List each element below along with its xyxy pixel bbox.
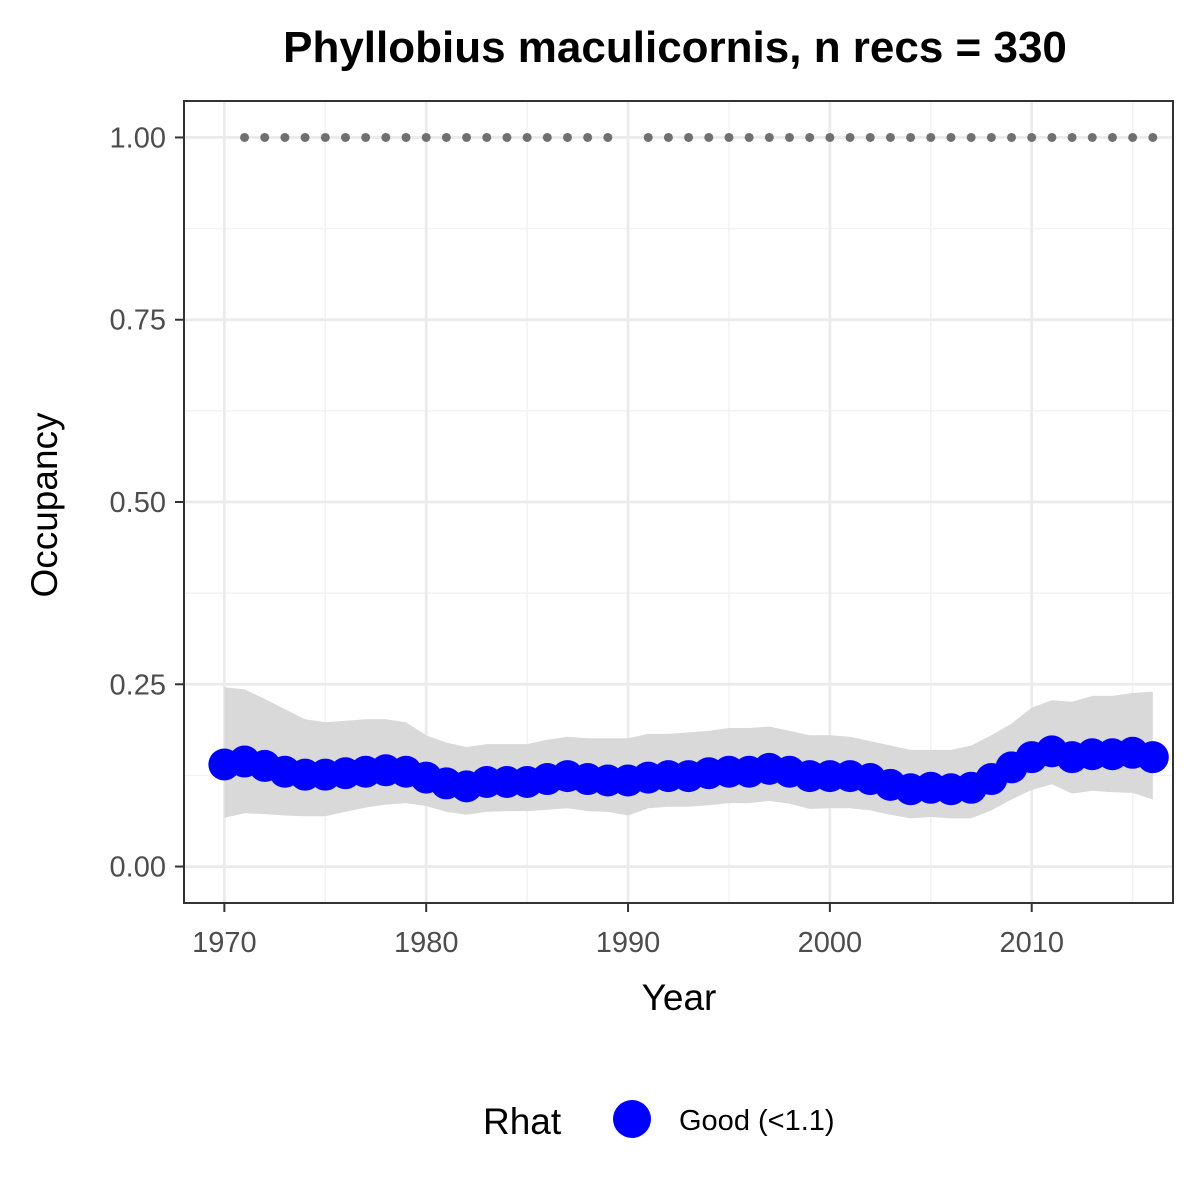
record-marker [240,132,250,142]
record-marker [986,132,996,142]
y-axis-title: Occupancy [24,412,65,598]
record-marker [805,132,815,142]
record-marker [845,132,855,142]
record-marker [361,132,371,142]
y-tick-label: 0.25 [110,669,166,701]
legend-label-good: Good (<1.1) [679,1105,835,1137]
record-marker [562,132,572,142]
record-marker [421,132,431,142]
record-marker [583,132,593,142]
y-tick-label: 0.00 [110,852,166,884]
record-marker [401,132,411,142]
legend: Rhat Good (<1.1) [483,1100,835,1142]
y-tick-label: 1.00 [110,122,166,154]
x-axis-title: Year [642,977,717,1018]
record-marker [522,132,532,142]
record-marker [966,132,976,142]
record-marker [1107,132,1117,142]
record-marker [320,132,330,142]
record-marker [482,132,492,142]
x-tick-label: 1970 [192,927,257,959]
record-marker [724,132,734,142]
record-marker [542,132,552,142]
occupancy-point [1136,741,1169,774]
record-marker [926,132,936,142]
record-marker [684,132,694,142]
record-marker [906,132,916,142]
record-marker [502,132,512,142]
record-marker [603,132,613,142]
legend-key-good [613,1100,651,1138]
record-marker [260,132,270,142]
record-marker [462,132,472,142]
y-axis: 0.00 0.25 0.50 0.75 1.00 [110,122,184,884]
record-marker [1128,132,1138,142]
record-marker [1047,132,1057,142]
record-marker [1007,132,1017,142]
record-marker [1067,132,1077,142]
x-tick-label: 1980 [394,927,459,959]
record-marker [704,132,714,142]
record-marker [1027,132,1037,142]
x-tick-label: 2000 [798,927,863,959]
x-axis: 1970 1980 1990 2000 2010 [192,903,1064,959]
record-marker [381,132,391,142]
x-tick-label: 1990 [596,927,661,959]
record-marker [946,132,956,142]
record-marker [300,132,310,142]
record-marker [785,132,795,142]
record-marker [1148,132,1158,142]
x-tick-label: 2010 [999,927,1064,959]
chart-title: Phyllobius maculicornis, n recs = 330 [283,23,1067,72]
y-tick-label: 0.75 [110,305,166,337]
record-marker [441,132,451,142]
record-marker [825,132,835,142]
occupancy-points [208,735,1169,806]
legend-title: Rhat [483,1101,562,1142]
record-marker [885,132,895,142]
record-marker [865,132,875,142]
record-years-markers [240,132,1158,142]
record-marker [744,132,754,142]
y-tick-label: 0.50 [110,487,166,519]
record-marker [1087,132,1097,142]
record-marker [663,132,673,142]
record-marker [280,132,290,142]
record-marker [643,132,653,142]
record-marker [340,132,350,142]
record-marker [764,132,774,142]
